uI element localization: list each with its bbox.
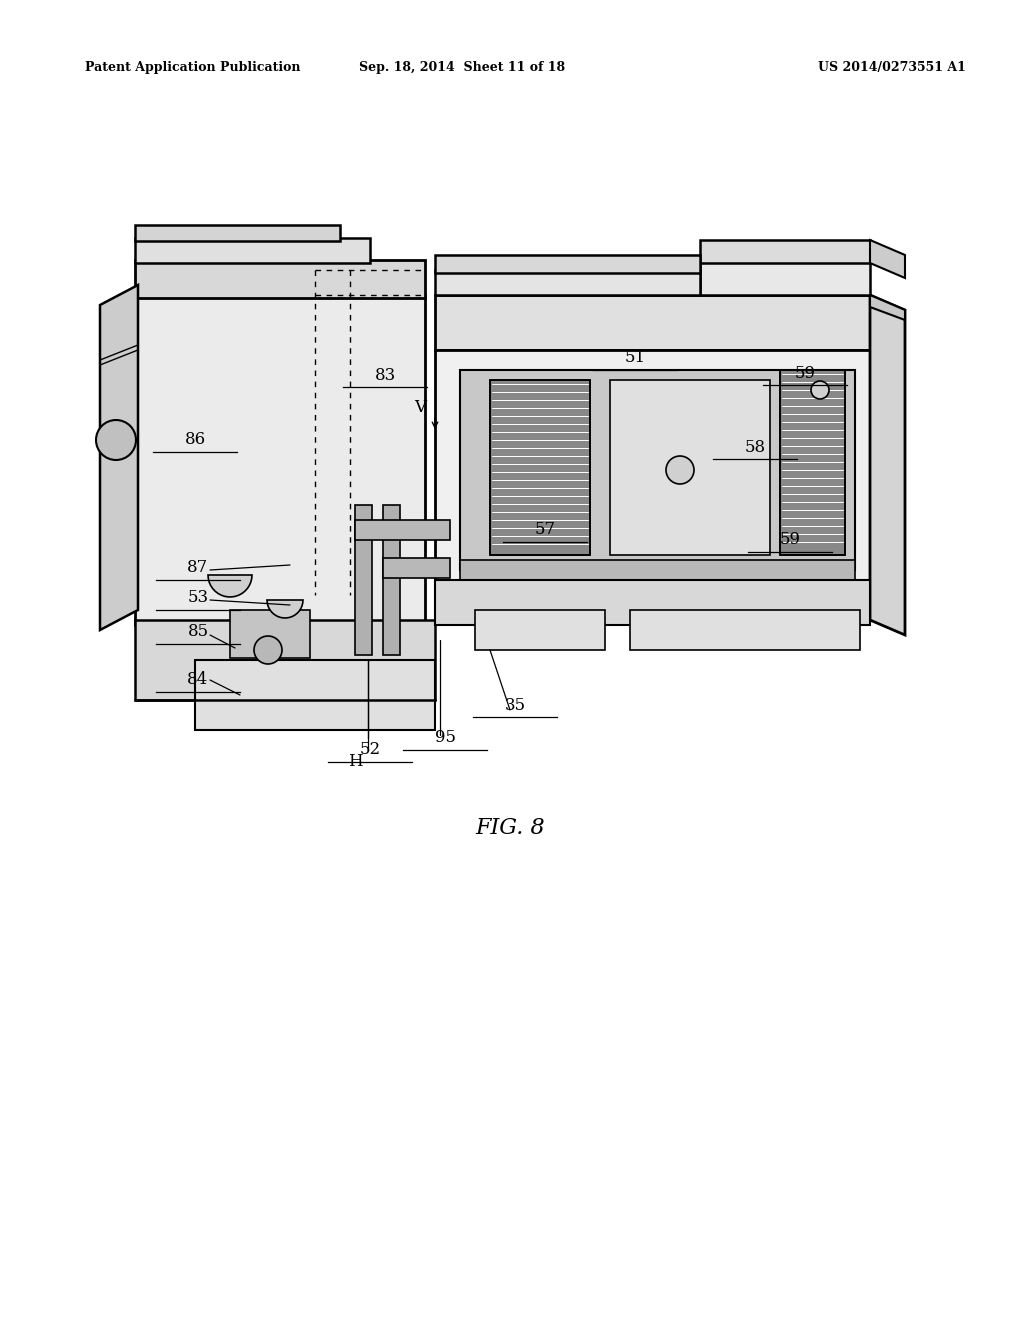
- Text: Sep. 18, 2014  Sheet 11 of 18: Sep. 18, 2014 Sheet 11 of 18: [359, 62, 565, 74]
- Polygon shape: [355, 520, 450, 540]
- Text: V: V: [414, 399, 426, 416]
- Text: 53: 53: [187, 590, 209, 606]
- Polygon shape: [435, 255, 700, 273]
- Polygon shape: [630, 610, 860, 649]
- Circle shape: [254, 636, 282, 664]
- Text: FIG. 8: FIG. 8: [475, 817, 545, 840]
- Text: Patent Application Publication: Patent Application Publication: [85, 62, 300, 74]
- Polygon shape: [383, 506, 400, 655]
- Text: 58: 58: [744, 438, 766, 455]
- Polygon shape: [700, 260, 870, 294]
- Text: 87: 87: [187, 560, 209, 577]
- Text: 35: 35: [505, 697, 525, 714]
- Circle shape: [96, 420, 136, 459]
- Text: 57: 57: [535, 521, 556, 539]
- Polygon shape: [135, 294, 425, 624]
- Text: 95: 95: [434, 730, 456, 747]
- Polygon shape: [460, 370, 855, 570]
- Polygon shape: [460, 560, 855, 579]
- Polygon shape: [383, 558, 450, 578]
- Circle shape: [666, 455, 694, 484]
- Polygon shape: [780, 370, 845, 554]
- Text: 59: 59: [795, 364, 815, 381]
- Polygon shape: [267, 601, 303, 618]
- Polygon shape: [100, 285, 138, 630]
- Polygon shape: [208, 576, 252, 597]
- Polygon shape: [435, 271, 700, 294]
- Text: 52: 52: [359, 742, 381, 759]
- Polygon shape: [355, 506, 372, 655]
- Polygon shape: [135, 224, 340, 242]
- Polygon shape: [230, 610, 310, 657]
- Polygon shape: [870, 294, 905, 319]
- Polygon shape: [475, 610, 605, 649]
- Polygon shape: [700, 240, 870, 263]
- Polygon shape: [135, 260, 425, 298]
- Polygon shape: [135, 238, 370, 263]
- Text: US 2014/0273551 A1: US 2014/0273551 A1: [818, 62, 966, 74]
- Text: 85: 85: [187, 623, 209, 640]
- Text: 86: 86: [184, 432, 206, 449]
- Text: 83: 83: [375, 367, 395, 384]
- Polygon shape: [870, 294, 905, 635]
- Polygon shape: [135, 620, 435, 700]
- Polygon shape: [870, 240, 905, 279]
- Polygon shape: [195, 660, 435, 730]
- Text: 84: 84: [187, 672, 209, 689]
- Text: H: H: [348, 754, 362, 771]
- Polygon shape: [435, 350, 870, 620]
- Polygon shape: [490, 380, 590, 554]
- Text: 51: 51: [625, 350, 645, 367]
- Polygon shape: [435, 579, 870, 624]
- Polygon shape: [435, 294, 870, 350]
- Polygon shape: [610, 380, 770, 554]
- Text: 59: 59: [779, 532, 801, 549]
- Circle shape: [811, 381, 829, 399]
